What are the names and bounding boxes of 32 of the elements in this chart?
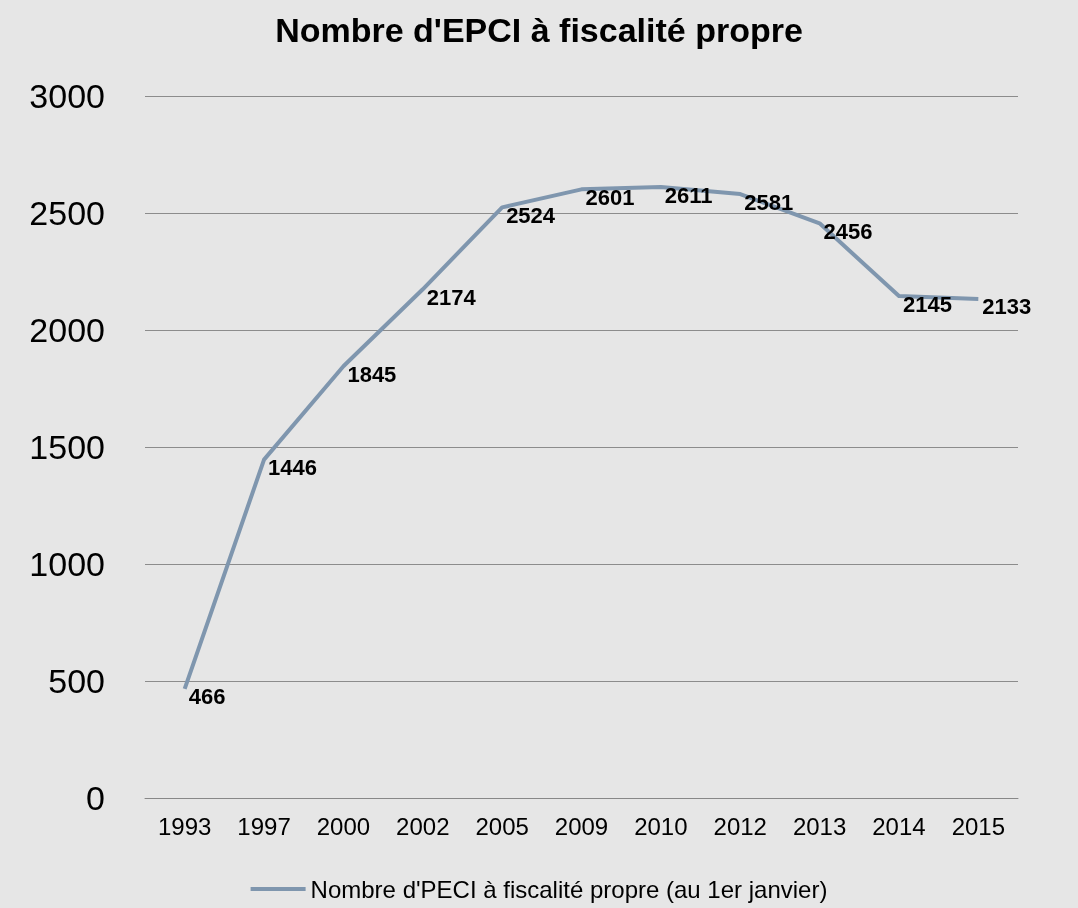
x-tick-label: 2012 xyxy=(713,812,767,840)
x-tick-label: 2015 xyxy=(951,812,1006,840)
data-label: 2581 xyxy=(744,189,794,215)
data-label: 466 xyxy=(188,684,226,710)
x-tick-label: 2000 xyxy=(316,812,371,840)
data-label: 2456 xyxy=(823,218,873,244)
data-label: 2524 xyxy=(506,202,556,228)
y-tick-label: 1500 xyxy=(29,428,105,466)
y-tick-label: 0 xyxy=(86,779,105,817)
data-label: 2601 xyxy=(585,184,635,210)
data-label: 2133 xyxy=(982,294,1032,320)
x-tick-label: 1993 xyxy=(157,812,212,840)
data-label: 1845 xyxy=(347,361,397,387)
data-label: 2611 xyxy=(664,182,713,208)
chart-title: Nombre d'EPCI à fiscalité propre xyxy=(275,11,803,49)
data-label: 2174 xyxy=(426,284,477,310)
x-tick-label: 1997 xyxy=(237,812,291,840)
y-tick-label: 1000 xyxy=(29,545,105,583)
y-tick-label: 3000 xyxy=(29,77,105,115)
x-tick-label: 2009 xyxy=(554,812,609,840)
x-tick-label: 2002 xyxy=(396,812,450,840)
x-tick-label: 2005 xyxy=(475,812,529,840)
legend-label: Nombre d'PECI à fiscalité propre (au 1er janvier) xyxy=(310,875,828,903)
x-tick-label: 2013 xyxy=(792,812,847,840)
data-label: 2145 xyxy=(902,291,952,317)
y-tick-label: 2000 xyxy=(29,311,105,349)
data-label: 1446 xyxy=(268,455,317,481)
y-tick-label: 500 xyxy=(48,662,105,700)
line-series xyxy=(182,185,981,691)
x-tick-label: 2010 xyxy=(634,812,688,840)
x-tick-label: 2014 xyxy=(872,812,926,840)
y-tick-label: 2500 xyxy=(29,194,105,232)
